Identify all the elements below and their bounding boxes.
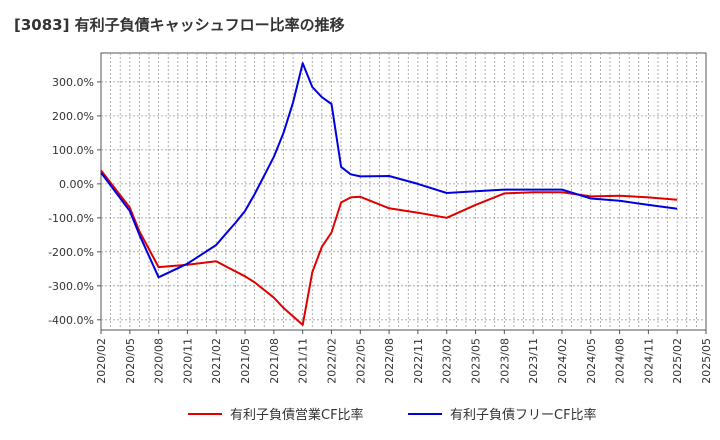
series-line-operating-cf bbox=[100, 169, 678, 326]
x-tick-label: 2022/02 bbox=[325, 338, 338, 384]
y-tick-label: 0.00% bbox=[59, 178, 94, 191]
legend: 有利子負債営業CF比率 有利子負債フリーCF比率 bbox=[0, 404, 720, 428]
x-tick-label: 2020/05 bbox=[124, 338, 137, 384]
y-tick-label: -200.0% bbox=[48, 246, 94, 259]
legend-swatch-blue bbox=[408, 412, 442, 415]
x-tick-label: 2021/05 bbox=[239, 338, 252, 384]
x-tick-label: 2021/02 bbox=[210, 338, 223, 384]
legend-label: 有利子負債営業CF比率 bbox=[230, 408, 364, 423]
x-tick-label: 2021/11 bbox=[297, 338, 310, 384]
plot-area bbox=[100, 52, 707, 331]
x-tick-label: 2024/08 bbox=[614, 338, 627, 384]
x-tick-label: 2025/02 bbox=[671, 338, 684, 384]
y-tick-label: -100.0% bbox=[48, 212, 94, 225]
y-axis: 300.0% 200.0% 100.0% 0.00% -100.0% -200.0% -30… bbox=[48, 76, 101, 327]
y-tick-label: -300.0% bbox=[48, 280, 94, 293]
line-chart: 300.0% 200.0% 100.0% 0.00% -100.0% -200.0% -30… bbox=[48, 52, 713, 384]
y-tick-label: 100.0% bbox=[52, 144, 94, 157]
x-tick-label: 2023/11 bbox=[527, 338, 540, 384]
series-lines bbox=[100, 62, 678, 326]
x-tick-label: 2024/02 bbox=[556, 338, 569, 384]
y-tick-label: 300.0% bbox=[52, 76, 94, 89]
series-line-free-cf bbox=[100, 62, 678, 279]
legend-item-operating-cf: 有利子負債営業CF比率 bbox=[188, 404, 364, 423]
x-tick-label: 2024/05 bbox=[585, 338, 598, 384]
legend-label: 有利子負債フリーCF比率 bbox=[450, 408, 597, 423]
x-axis: 2020/02 2020/05 2020/08 2020/11 2021/02 2021/… bbox=[95, 330, 713, 384]
legend-item-free-cf: 有利子負債フリーCF比率 bbox=[408, 404, 597, 423]
x-tick-label: 2025/05 bbox=[700, 338, 713, 384]
x-tick-label: 2020/02 bbox=[95, 338, 108, 384]
x-tick-label: 2022/08 bbox=[383, 338, 396, 384]
grid bbox=[101, 53, 706, 330]
y-tick-label: -400.0% bbox=[48, 314, 94, 327]
y-tick-label: 200.0% bbox=[52, 110, 94, 123]
x-tick-label: 2023/02 bbox=[441, 338, 454, 384]
x-tick-label: 2020/08 bbox=[153, 338, 166, 384]
x-tick-label: 2021/08 bbox=[268, 338, 281, 384]
x-tick-label: 2022/11 bbox=[412, 338, 425, 384]
x-tick-label: 2024/11 bbox=[642, 338, 655, 384]
chart-title: [3083] 有利子負債キャッシュフロー比率の推移 bbox=[14, 16, 345, 34]
legend-swatch-red bbox=[188, 412, 222, 415]
x-tick-label: 2023/08 bbox=[498, 338, 511, 384]
x-tick-label: 2020/11 bbox=[181, 338, 194, 384]
x-tick-label: 2023/05 bbox=[470, 338, 483, 384]
x-tick-label: 2022/05 bbox=[354, 338, 367, 384]
